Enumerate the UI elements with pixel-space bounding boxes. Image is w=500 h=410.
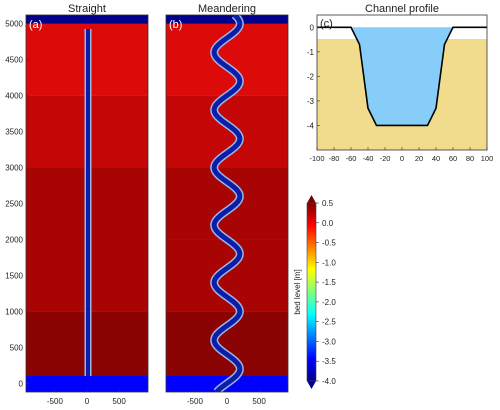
panel-c-water — [351, 27, 453, 126]
y-tick-label: -1 — [307, 48, 315, 57]
colorbar-label: bed level [m] — [293, 269, 302, 314]
panel-a-letter: (a) — [29, 19, 42, 31]
colorbar-ticks: 0.5 0.0 -0.5 -1.0 -1.5 -2.0 -2.5 -3.0 -3.5 -4.0 — [316, 199, 336, 386]
y-tick-label: 4500 — [5, 56, 23, 65]
x-tick-label: -80 — [329, 154, 340, 163]
colorbar-tick-label: -3.5 — [322, 357, 336, 366]
panel-a: Straight (a) 0 500 1000 1500 2000 2500 3000 350… — [5, 3, 149, 406]
y-tick-label: -3 — [307, 97, 315, 106]
y-tick-label: 3000 — [5, 164, 23, 173]
y-tick-label: 5000 — [5, 20, 23, 29]
panel-a-plot — [26, 15, 148, 392]
x-tick-label: -20 — [380, 154, 391, 163]
y-tick-label: 0 — [310, 23, 315, 32]
colorbar: 0.5 0.0 -0.5 -1.0 -1.5 -2.0 -2.5 -3.0 -3.5 -4.0 b… — [293, 195, 336, 389]
colorbar-tick-label: -1.0 — [322, 258, 336, 267]
panel-c-y-axis: 0 -1 -2 -3 -4 — [307, 23, 320, 130]
panel-c-x-axis: -100 -80 -60 -40 -20 0 20 40 60 80 100 — [309, 147, 493, 163]
x-tick-label: -60 — [346, 154, 357, 163]
colorbar-tick-label: -4.0 — [322, 377, 336, 386]
colorbar-top-arrow — [307, 195, 316, 203]
panel-c-title: Channel profile — [365, 3, 439, 15]
panel-c-letter: (c) — [320, 18, 333, 30]
colorbar-gradient — [307, 203, 316, 381]
panel-b-title: Meandering — [198, 3, 256, 15]
panel-a-title: Straight — [68, 3, 106, 15]
panel-c: Channel profile (c) 0 -1 -2 -3 -4 -100 -80 -60… — [307, 3, 493, 163]
colorbar-tick-label: -2.5 — [322, 318, 336, 327]
y-tick-label: 4000 — [5, 92, 23, 101]
x-tick-label: 500 — [252, 397, 266, 406]
y-tick-label: -2 — [307, 72, 315, 81]
colorbar-tick-label: -0.5 — [322, 239, 336, 248]
colorbar-tick-label: 0.0 — [322, 219, 334, 228]
panel-a-y-axis: 0 500 1000 1500 2000 2500 3000 3500 4000 4500 5000 — [5, 20, 29, 388]
x-tick-label: 500 — [112, 397, 126, 406]
y-tick-label: 1000 — [5, 307, 23, 316]
colorbar-tick-label: -3.0 — [322, 337, 336, 346]
colorbar-tick-label: -2.0 — [322, 298, 336, 307]
x-tick-label: 80 — [466, 154, 474, 163]
panel-b-channel — [211, 15, 243, 392]
x-tick-label: -100 — [309, 154, 324, 163]
colorbar-tick-label: 0.5 — [322, 199, 334, 208]
panel-b: Meandering (b) -500 0 500 — [165, 3, 289, 406]
panel-c-bed-line — [317, 26, 487, 127]
y-tick-label: 2000 — [5, 235, 23, 244]
panel-a-x-axis: -500 0 500 — [47, 389, 126, 406]
y-tick-label: 1500 — [5, 271, 23, 280]
x-tick-label: -40 — [363, 154, 374, 163]
y-tick-label: -4 — [307, 121, 315, 130]
colorbar-border — [306, 202, 317, 382]
panel-a-channel — [86, 29, 90, 376]
y-tick-label: 2500 — [5, 200, 23, 209]
x-tick-label: 60 — [449, 154, 457, 163]
x-tick-label: 0 — [225, 397, 230, 406]
x-tick-label: 40 — [432, 154, 440, 163]
panel-b-plot — [166, 15, 288, 392]
y-tick-label: 500 — [10, 343, 24, 352]
colorbar-tick-label: -1.5 — [322, 278, 336, 287]
panel-a-bottom-frame — [26, 376, 148, 392]
x-tick-label: 0 — [400, 154, 404, 163]
colorbar-bottom-arrow — [307, 381, 316, 389]
y-tick-label: 0 — [19, 379, 24, 388]
panel-b-x-axis: -500 0 500 — [187, 389, 266, 406]
x-tick-label: -500 — [47, 397, 64, 406]
y-tick-label: 3500 — [5, 128, 23, 137]
x-tick-label: 100 — [481, 154, 494, 163]
x-tick-label: 20 — [415, 154, 423, 163]
x-tick-label: -500 — [187, 397, 204, 406]
x-tick-label: 0 — [85, 397, 90, 406]
panel-b-letter: (b) — [169, 19, 182, 31]
